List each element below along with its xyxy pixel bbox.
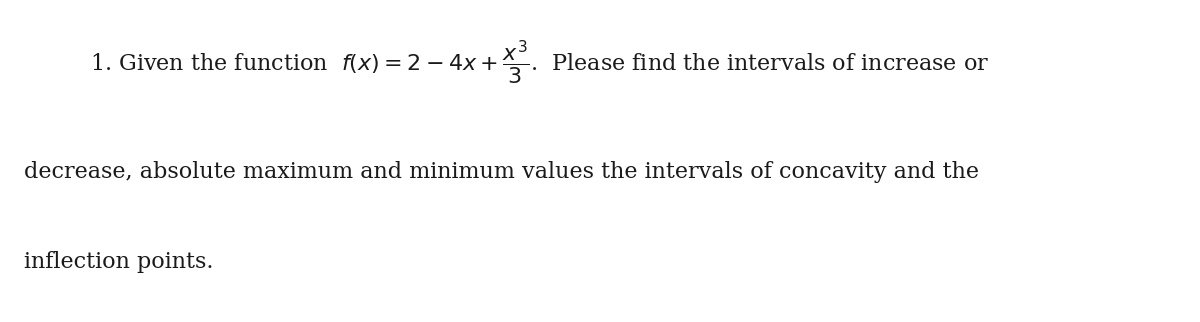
Text: inflection points.: inflection points. <box>24 251 214 273</box>
Text: 1. Given the function  $f(x)=2-4x+\dfrac{x^{3}}{3}$.  Please find the intervals : 1. Given the function $f(x)=2-4x+\dfrac{… <box>90 39 989 87</box>
Text: decrease, absolute maximum and minimum values the intervals of concavity and the: decrease, absolute maximum and minimum v… <box>24 161 979 183</box>
